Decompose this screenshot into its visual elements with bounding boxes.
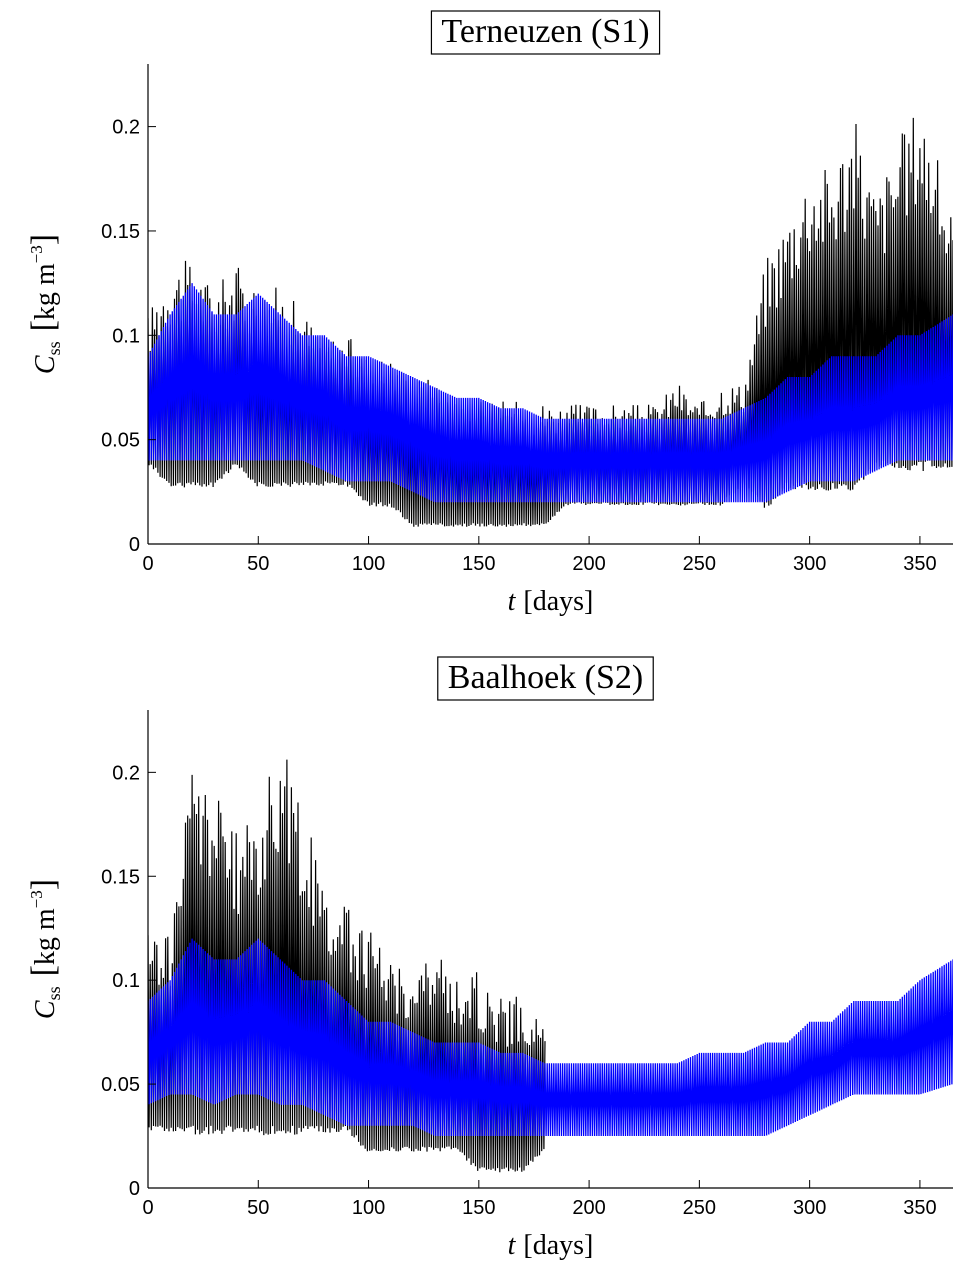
chart0-y-tick-label-0: 0: [129, 534, 140, 556]
chart0-y-label-bracket-close: ]: [25, 234, 62, 245]
chart0-y-label-bracket-open: [: [25, 320, 62, 331]
chart1-x-tick-label-6: 300: [793, 1197, 826, 1219]
chart0-x-tick-label-5: 250: [683, 553, 716, 575]
chart0-y-tick-label-4: 0.2: [112, 117, 140, 139]
chart0-y-tick-label-2: 0.1: [112, 325, 140, 347]
chart1-title-box: [437, 656, 654, 701]
chart1-x-label: t [days]: [508, 1230, 594, 1261]
chart0-x-tick-label-6: 300: [793, 553, 826, 575]
chart1-x-label-unit: [days]: [523, 1230, 593, 1261]
chart0-x-tick-label-4: 200: [572, 553, 605, 575]
chart0-x-label-var: t: [508, 586, 517, 617]
chart1-y-tick-label-3: 0.15: [101, 866, 140, 888]
chart1-x-label-var: t: [508, 1230, 517, 1261]
chart1-y-label-sub: ss: [44, 986, 64, 1000]
chart1-x-tick-label-1: 50: [247, 1197, 269, 1219]
chart0-y-label-sub: ss: [44, 341, 64, 355]
chart1-y-label-exp: −3: [27, 890, 46, 908]
chart1-x-tick-label-3: 150: [462, 1197, 495, 1219]
chart0-x-tick-label-0: 0: [142, 553, 153, 575]
chart1-series-blue-line: [148, 938, 953, 1137]
chart0-series-blue-line: [148, 283, 953, 503]
chart0-y-tick-label-1: 0.05: [101, 430, 140, 452]
chart0-plot-area: [148, 117, 953, 527]
chart1-x-tick-label-7: 350: [903, 1197, 936, 1219]
chart1-y-tick-label-1: 0.05: [101, 1074, 140, 1096]
chart1-series-black-line: [148, 759, 546, 1173]
chart0-x-tick-label-3: 150: [462, 553, 495, 575]
chart0-x-tick-label-2: 100: [352, 553, 385, 575]
chart0-x-label: t [days]: [508, 586, 594, 617]
chart1-x-tick-label-4: 200: [572, 1197, 605, 1219]
chart1-y-tick-label-0: 0: [129, 1178, 140, 1200]
chart1-y-label-bracket-close: ]: [25, 879, 62, 890]
chart0-title: Terneuzen (S1): [441, 13, 649, 50]
chart0-y-label: Css [kg m−3]: [25, 234, 64, 374]
chart1-x-tick-label-5: 250: [683, 1197, 716, 1219]
chart1-y-label: Css [kg m−3]: [25, 879, 64, 1019]
chart1-y-label-unit: kg m: [30, 908, 61, 965]
chart0-x-tick-label-1: 50: [247, 553, 269, 575]
chart0-x-label-unit: [days]: [523, 586, 593, 617]
chart0-y-label-var: C: [30, 355, 61, 374]
chart0-y-label-exp: −3: [27, 245, 46, 263]
chart1-y-label-bracket-open: [: [25, 965, 62, 976]
chart0-y-tick-label-3: 0.15: [101, 221, 140, 243]
chart0-x-tick-label-7: 350: [903, 553, 936, 575]
chart1-x-tick-label-0: 0: [142, 1197, 153, 1219]
chart1-panel: 0 50 100 150 200 250 300 350 0 0.05 0.1 0.15 0.2 Baal…: [25, 656, 953, 1261]
chart0-y-label-unit: kg m: [30, 263, 61, 320]
chart1-x-tick-label-2: 100: [352, 1197, 385, 1219]
chart1-plot-area: [148, 759, 953, 1173]
chart1-y-tick-label-4: 0.2: [112, 762, 140, 784]
chart1-title: Baalhoek (S2): [448, 659, 643, 696]
chart0-panel: 0 50 100 150 200 250 300 350 0 0.05 0.1 0.15 0.2 Tern…: [25, 10, 953, 617]
chart1-y-label-var: C: [30, 1000, 61, 1019]
chart0-title-box: [430, 10, 661, 55]
chart1-y-tick-label-2: 0.1: [112, 970, 140, 992]
